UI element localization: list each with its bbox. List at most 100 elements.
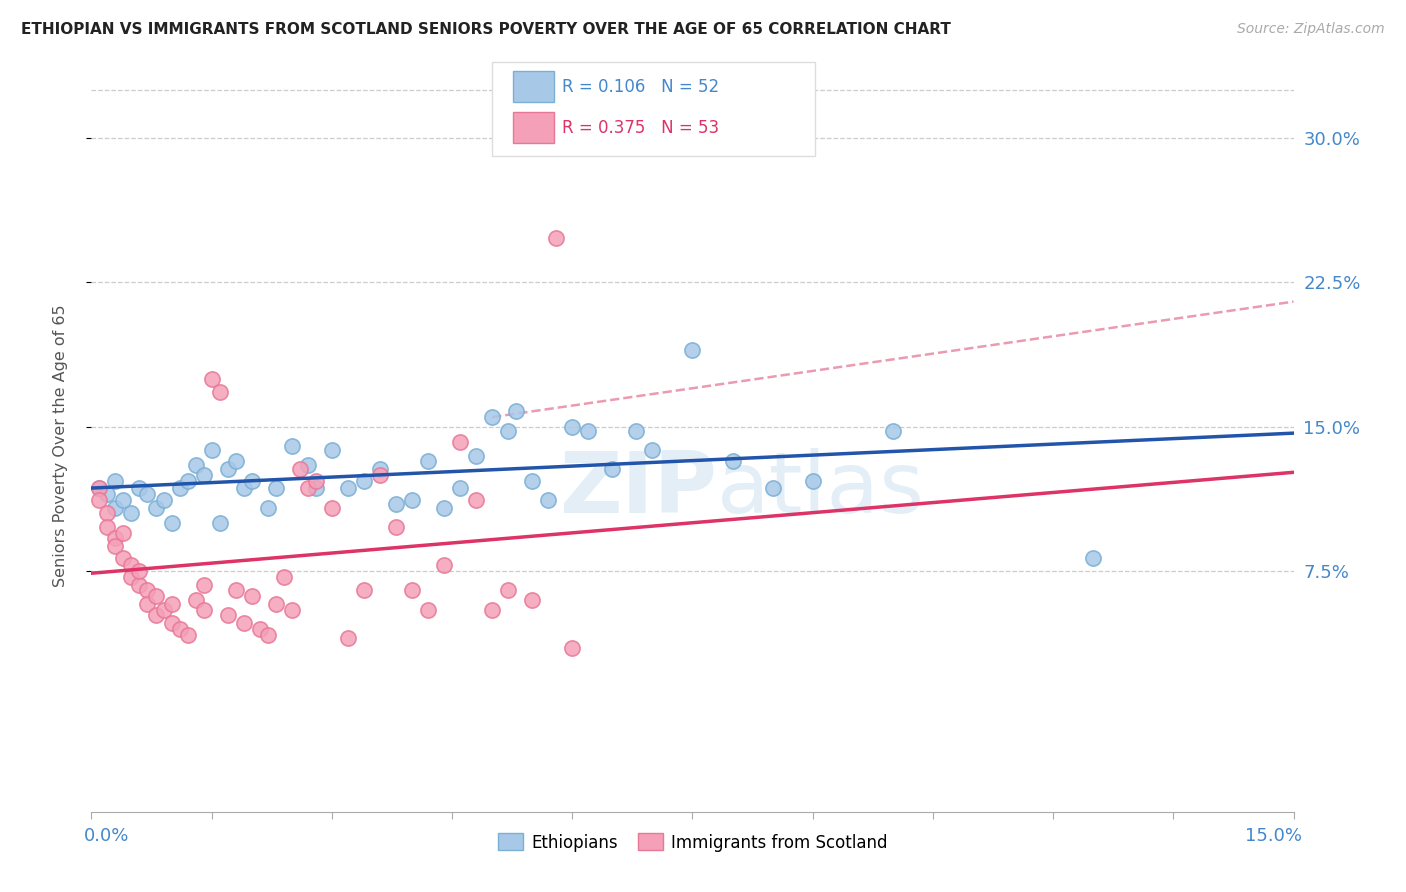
Point — [433, 558, 456, 573]
Point — [546, 231, 568, 245]
Point — [762, 481, 785, 495]
Point — [96, 507, 118, 521]
Point — [217, 462, 239, 476]
Point — [89, 492, 111, 507]
Point — [288, 462, 311, 476]
Point — [305, 474, 328, 488]
Point — [1083, 550, 1105, 565]
Point — [561, 419, 583, 434]
Point — [249, 622, 271, 636]
Point — [104, 474, 127, 488]
Point — [225, 583, 247, 598]
Point — [112, 525, 135, 540]
Point — [217, 608, 239, 623]
Point — [401, 583, 423, 598]
Point — [136, 597, 159, 611]
Point — [336, 632, 359, 646]
Point — [481, 602, 503, 616]
Point — [225, 454, 247, 468]
Text: atlas: atlas — [717, 449, 925, 532]
Point — [416, 602, 439, 616]
Text: Source: ZipAtlas.com: Source: ZipAtlas.com — [1237, 22, 1385, 37]
Point — [368, 462, 391, 476]
Point — [496, 424, 519, 438]
Point — [136, 583, 159, 598]
Point — [481, 410, 503, 425]
Text: 15.0%: 15.0% — [1244, 827, 1302, 845]
Point — [112, 550, 135, 565]
Point — [169, 481, 191, 495]
Point — [297, 458, 319, 473]
Point — [104, 539, 127, 553]
Point — [264, 597, 287, 611]
Point — [169, 622, 191, 636]
Point — [176, 627, 198, 641]
Point — [208, 516, 231, 530]
Point — [121, 558, 143, 573]
Point — [145, 589, 167, 603]
Y-axis label: Seniors Poverty Over the Age of 65: Seniors Poverty Over the Age of 65 — [53, 305, 67, 587]
Point — [336, 481, 359, 495]
Point — [193, 577, 215, 591]
Point — [232, 481, 254, 495]
Point — [496, 583, 519, 598]
Point — [160, 616, 183, 631]
Point — [89, 481, 111, 495]
Point — [297, 481, 319, 495]
Point — [537, 492, 560, 507]
Point — [416, 454, 439, 468]
Point — [256, 627, 278, 641]
Text: ZIP: ZIP — [558, 449, 717, 532]
Point — [152, 492, 174, 507]
Point — [136, 487, 159, 501]
Text: 0.0%: 0.0% — [83, 827, 129, 845]
Point — [128, 564, 150, 578]
Point — [184, 593, 207, 607]
Text: ETHIOPIAN VS IMMIGRANTS FROM SCOTLAND SENIORS POVERTY OVER THE AGE OF 65 CORRELA: ETHIOPIAN VS IMMIGRANTS FROM SCOTLAND SE… — [21, 22, 950, 37]
Point — [385, 497, 408, 511]
Point — [353, 474, 375, 488]
Point — [193, 467, 215, 482]
Point — [184, 458, 207, 473]
Point — [321, 500, 343, 515]
Point — [104, 532, 127, 546]
Point — [576, 424, 599, 438]
Point — [449, 481, 471, 495]
Point — [208, 385, 231, 400]
Point — [121, 570, 143, 584]
Point — [626, 424, 648, 438]
Point — [449, 435, 471, 450]
Point — [522, 474, 544, 488]
Point — [505, 404, 527, 418]
Point — [561, 641, 583, 656]
Point — [201, 371, 224, 385]
Point — [385, 520, 408, 534]
Text: R = 0.106   N = 52: R = 0.106 N = 52 — [562, 78, 720, 95]
Point — [641, 442, 664, 457]
Point — [240, 474, 263, 488]
Point — [112, 492, 135, 507]
Point — [273, 570, 295, 584]
Point — [602, 462, 624, 476]
Point — [281, 602, 304, 616]
Legend: Ethiopians, Immigrants from Scotland: Ethiopians, Immigrants from Scotland — [491, 827, 894, 858]
Point — [145, 500, 167, 515]
Point — [176, 474, 198, 488]
Point — [264, 481, 287, 495]
Point — [201, 442, 224, 457]
Point — [433, 500, 456, 515]
Point — [232, 616, 254, 631]
Point — [145, 608, 167, 623]
Point — [882, 424, 904, 438]
Point — [305, 481, 328, 495]
Point — [256, 500, 278, 515]
Point — [121, 507, 143, 521]
Point — [152, 602, 174, 616]
Point — [96, 520, 118, 534]
Point — [128, 481, 150, 495]
Point — [681, 343, 703, 357]
Point — [160, 597, 183, 611]
Point — [353, 583, 375, 598]
Text: R = 0.375   N = 53: R = 0.375 N = 53 — [562, 119, 720, 136]
Point — [104, 500, 127, 515]
